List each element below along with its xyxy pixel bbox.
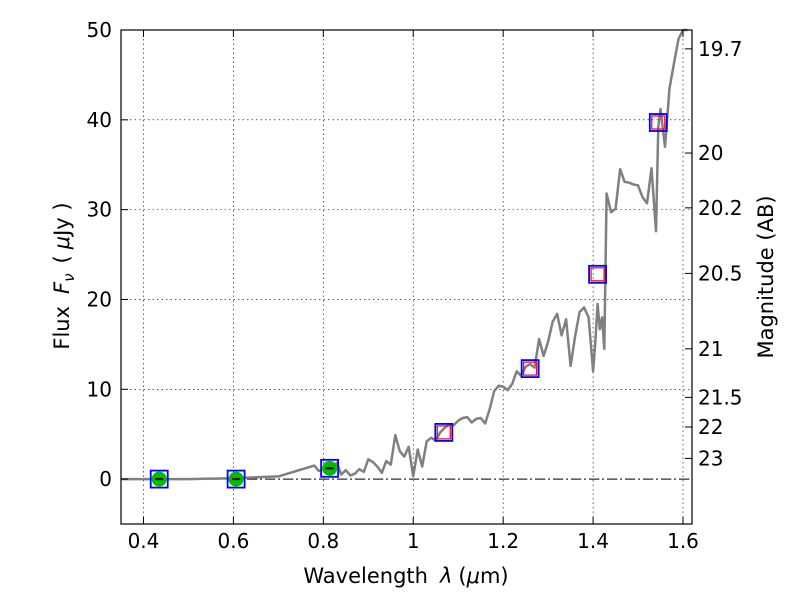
magnitude-tick-label: 19.7 [698, 37, 743, 61]
y-tick-label: 30 [87, 198, 112, 222]
model-flux-square [226, 469, 246, 489]
synthetic-flux-square [523, 361, 538, 376]
magnitude-tick-label: 23 [698, 446, 723, 470]
magnitude-tick-label: 20.5 [698, 261, 743, 285]
photometry-points [149, 113, 668, 489]
y-tick-label: 0 [99, 467, 112, 491]
x-tick-label: 0.4 [128, 529, 160, 553]
synthetic-flux-square [436, 425, 451, 440]
synthetic-flux-square [590, 267, 605, 282]
y-axis-label: FluxFν(μJy ) [50, 202, 78, 349]
x-tick-label: 0.6 [217, 529, 249, 553]
model-flux-square [648, 113, 668, 132]
model-flux-square [320, 458, 340, 478]
magnitude-axis-label: Magnitude (AB) [754, 195, 778, 358]
spectrum-line [121, 28, 688, 481]
plot-frame [120, 29, 693, 525]
magnitude-tick-label: 21.5 [698, 385, 743, 409]
x-tick-label: 0.8 [307, 529, 339, 553]
x-tick-label: 1.2 [487, 529, 519, 553]
synthetic-flux-square [651, 115, 666, 130]
y-tick-label: 10 [87, 377, 112, 401]
model-flux-square [588, 264, 607, 284]
magnitude-tick-label: 20.2 [698, 196, 743, 220]
axis-ticks: 0.4 0.6 0.8 1 1.2 1.4 1.6 0 10 20 30 40 50 19.7 20 20.2… [87, 18, 743, 553]
model-flux-square [434, 422, 454, 442]
model-flux-square [520, 359, 540, 379]
y-tick-label: 20 [87, 287, 112, 311]
x-tick-label: 1 [407, 529, 420, 553]
x-tick-label: 1.4 [577, 529, 609, 553]
x-tick-label: 1.6 [667, 529, 699, 553]
y-tick-label: 40 [87, 108, 112, 132]
magnitude-tick-label: 20 [698, 141, 723, 165]
magnitude-tick-label: 22 [698, 415, 723, 439]
magnitude-tick-label: 21 [698, 337, 723, 361]
model-flux-square [149, 469, 169, 489]
y-tick-label: 50 [87, 18, 112, 42]
spectrum-series [121, 28, 688, 481]
x-axis-label: Wavelength λ (μm) [303, 564, 508, 588]
